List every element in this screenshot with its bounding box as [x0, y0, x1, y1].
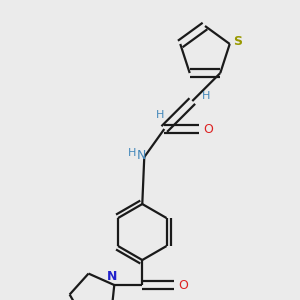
Text: H: H — [128, 148, 136, 158]
Text: H: H — [202, 91, 211, 101]
Text: N: N — [107, 269, 118, 283]
Text: O: O — [203, 122, 213, 136]
Text: O: O — [178, 278, 188, 292]
Text: H: H — [156, 110, 164, 120]
Text: S: S — [233, 35, 242, 49]
Text: N: N — [136, 148, 146, 161]
